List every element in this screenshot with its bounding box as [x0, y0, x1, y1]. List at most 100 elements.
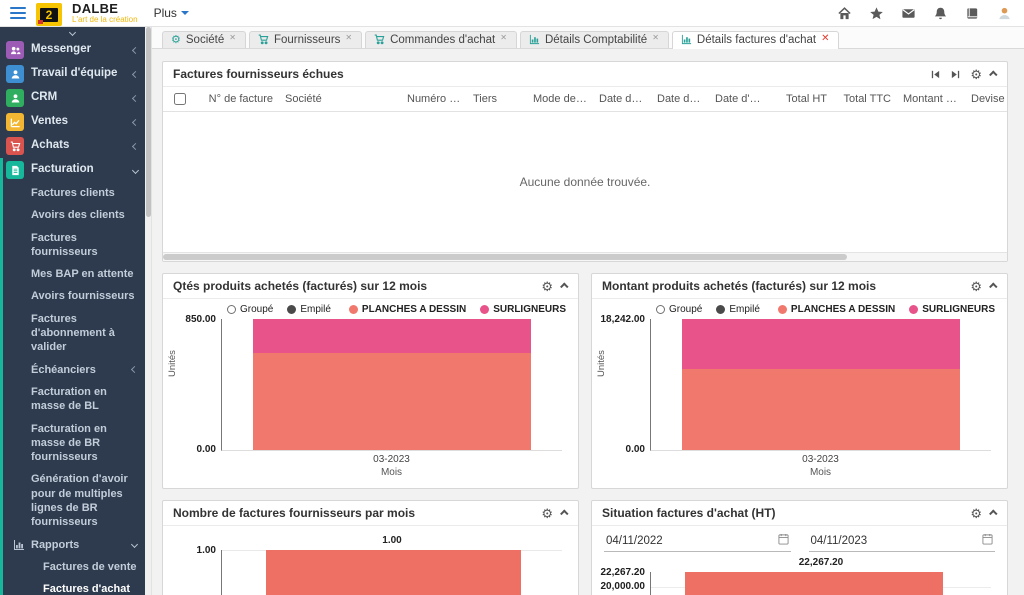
sidebar-item-facturation[interactable]: Facturation — [3, 158, 145, 182]
tab-details-factures-dachat[interactable]: Détails factures d'achat ✕ — [671, 31, 840, 49]
column-header[interactable]: Tiers — [473, 93, 498, 105]
collapse-icon[interactable] — [989, 70, 998, 79]
bar-segment-surligneurs[interactable] — [252, 319, 532, 353]
sidebar-item-echeanciers[interactable]: Échéanciers — [3, 359, 145, 381]
sidebar-item-crm[interactable]: CRM — [0, 86, 145, 110]
column-header[interactable]: Date d'éché... — [715, 93, 769, 105]
mode-empile-radio[interactable]: Empilé — [287, 304, 331, 315]
hamburger-menu-icon[interactable] — [10, 7, 26, 19]
mode-groupe-radio[interactable]: Groupé — [656, 304, 702, 315]
scrollbar-thumb[interactable] — [163, 254, 847, 260]
column-header[interactable]: Date de fact... — [657, 93, 709, 105]
legend-planches-a-dessin[interactable]: PLANCHES A DESSIN — [348, 304, 466, 315]
column-header[interactable]: Numéro de ... — [407, 93, 467, 105]
gear-icon[interactable]: ⚙ — [541, 505, 553, 521]
column-header[interactable]: Société — [285, 93, 322, 105]
sidebar-item-factures-abonnement[interactable]: Factures d'abonnement à valider — [31, 312, 115, 354]
sidebar-item-messenger[interactable]: Messenger — [0, 38, 145, 62]
sidebar-item-factures-fournisseurs[interactable]: Factures fournisseurs — [31, 231, 98, 258]
chart-title: Montant produits achetés (facturés) sur … — [602, 279, 877, 293]
messenger-icon — [6, 41, 24, 59]
date-from-field[interactable]: 04/11/2022 — [604, 532, 791, 552]
sidebar-scrollbar[interactable] — [145, 27, 152, 595]
user-avatar[interactable] — [996, 5, 1012, 21]
legend-surligneurs[interactable]: SURLIGNEURS — [480, 304, 566, 315]
tab-societe[interactable]: ⚙ Société ✕ — [162, 31, 246, 48]
radio-icon — [227, 305, 236, 314]
collapse-icon[interactable] — [560, 509, 569, 518]
last-page-icon[interactable] — [950, 69, 961, 80]
star-icon[interactable] — [868, 5, 884, 21]
sidebar-item-label: Travail d'équipe — [31, 67, 118, 80]
bar-segment-planches[interactable] — [252, 352, 532, 450]
tab-commandes-dachat[interactable]: Commandes d'achat ✕ — [365, 31, 517, 48]
stacked-bar[interactable] — [681, 319, 961, 450]
sidebar-item-achats[interactable]: Achats — [0, 134, 145, 158]
column-header[interactable]: Date de la p... — [599, 93, 651, 105]
select-all-checkbox[interactable] — [167, 93, 193, 105]
bell-icon[interactable] — [932, 5, 948, 21]
first-page-icon[interactable] — [930, 69, 941, 80]
sidebar-item-avoirs-fournisseurs[interactable]: Avoirs fournisseurs — [31, 290, 135, 303]
gear-icon: ⚙ — [171, 34, 181, 46]
sidebar-item-factures-dachat[interactable]: Factures d'achat — [43, 583, 130, 595]
sidebar-item-ventes[interactable]: Ventes — [0, 110, 145, 134]
sidebar-item-rapports[interactable]: Rapports — [3, 534, 145, 556]
column-header[interactable]: Total HT — [786, 93, 827, 105]
date-from-value: 04/11/2022 — [606, 534, 663, 547]
bar-segment-planches[interactable] — [681, 368, 961, 450]
legend-surligneurs[interactable]: SURLIGNEURS — [909, 304, 995, 315]
tab-details-comptabilite[interactable]: Détails Comptabilité ✕ — [519, 31, 669, 48]
sidebar-scroll-up[interactable] — [0, 27, 145, 38]
column-header[interactable]: Montant re... — [903, 93, 965, 105]
column-header[interactable]: Mode de pa... — [533, 93, 593, 105]
documentation-book-icon[interactable] — [964, 5, 980, 21]
bar-segment-surligneurs[interactable] — [681, 319, 961, 369]
legend-dot — [348, 305, 358, 314]
stacked-bar[interactable] — [252, 319, 532, 450]
close-icon[interactable]: ✕ — [500, 33, 507, 42]
sidebar-item-travail-equipe[interactable]: Travail d'équipe — [0, 62, 145, 86]
sidebar-item-facturation-masse-bl[interactable]: Facturation en masse de BL — [31, 385, 107, 413]
sidebar-item-avoirs-des-clients[interactable]: Avoirs des clients — [31, 209, 125, 222]
legend-planches-a-dessin[interactable]: PLANCHES A DESSIN — [777, 304, 895, 315]
sidebar-item-label: Achats — [31, 139, 70, 152]
bar[interactable] — [266, 550, 522, 595]
column-header[interactable]: N° de facture — [208, 93, 273, 105]
calendar-icon[interactable] — [777, 533, 789, 548]
gear-icon[interactable]: ⚙ — [970, 505, 982, 521]
home-icon[interactable] — [836, 5, 852, 21]
mail-icon[interactable] — [900, 5, 916, 21]
column-header[interactable]: Devise — [971, 93, 1005, 105]
mode-groupe-radio[interactable]: Groupé — [227, 304, 273, 315]
sidebar-scrollbar-thumb[interactable] — [146, 27, 151, 217]
sidebar-item-generation-avoir[interactable]: Génération d'avoir pour de multiples lig… — [31, 473, 128, 529]
sidebar-item-facturation-masse-br[interactable]: Facturation en masse de BR fournisseurs — [31, 422, 107, 464]
sidebar-item-factures-de-vente[interactable]: Factures de vente — [43, 560, 137, 573]
mode-empile-radio[interactable]: Empilé — [716, 304, 760, 315]
collapse-icon[interactable] — [989, 282, 998, 291]
close-icon[interactable]: ✕ — [652, 33, 659, 42]
collapse-icon[interactable] — [989, 509, 998, 518]
gear-icon[interactable]: ⚙ — [970, 66, 982, 82]
column-header[interactable]: Total TTC — [843, 93, 891, 105]
gear-icon[interactable]: ⚙ — [970, 278, 982, 294]
more-menu[interactable]: Plus — [154, 6, 189, 20]
calendar-icon[interactable] — [982, 533, 993, 548]
gear-icon[interactable]: ⚙ — [541, 278, 553, 294]
horizontal-scrollbar[interactable] — [163, 252, 1007, 261]
sidebar-item-factures-clients[interactable]: Factures clients — [31, 187, 115, 199]
close-icon[interactable]: ✕ — [229, 33, 236, 42]
brand-logo[interactable]: 2 — [36, 3, 62, 26]
close-icon[interactable]: ✕ — [821, 33, 830, 44]
sidebar-item-mes-bap-en-attente[interactable]: Mes BAP en attente — [31, 268, 134, 281]
date-to-field[interactable]: 04/11/2023 — [808, 532, 995, 552]
collapse-icon[interactable] — [560, 282, 569, 291]
chevron-down-icon — [180, 11, 189, 15]
y-tick: 18,242.00 — [600, 314, 646, 325]
bar[interactable] — [685, 572, 944, 595]
tab-fournisseurs[interactable]: Fournisseurs ✕ — [248, 31, 363, 48]
close-icon[interactable]: ✕ — [345, 33, 353, 42]
sidebar-item-label: Ventes — [31, 115, 69, 128]
chevron-down-icon — [130, 541, 139, 549]
